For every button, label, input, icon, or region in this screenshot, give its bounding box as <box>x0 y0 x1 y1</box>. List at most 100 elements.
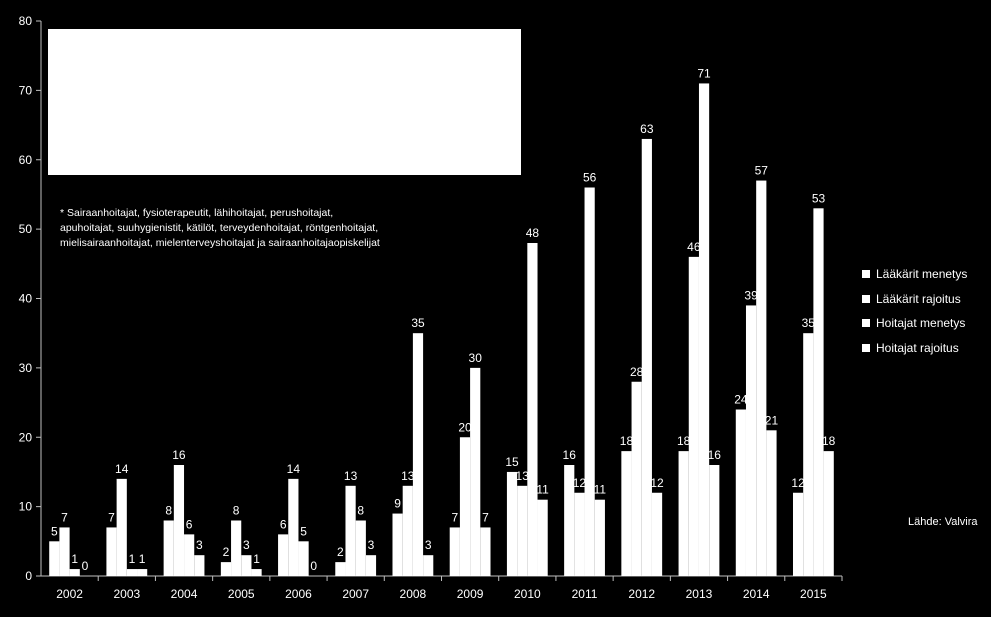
bar <box>678 451 689 576</box>
x-tick-label: 2010 <box>514 587 541 601</box>
x-tick-label: 2012 <box>628 587 655 601</box>
data-label: 8 <box>165 504 172 518</box>
bar <box>594 499 605 576</box>
bar <box>116 478 127 576</box>
x-tick-label: 2015 <box>800 587 827 601</box>
bar <box>335 562 346 576</box>
data-label: 7 <box>451 510 458 524</box>
bar <box>194 555 205 576</box>
y-tick-label: 60 <box>19 153 33 167</box>
data-label: 0 <box>82 559 89 573</box>
bar <box>584 187 595 576</box>
bar <box>59 527 70 576</box>
data-label: 15 <box>505 455 519 469</box>
data-label: 53 <box>812 191 826 205</box>
data-label: 1 <box>129 552 136 566</box>
bar <box>527 243 538 576</box>
legend-swatch <box>862 294 870 303</box>
bar <box>631 381 642 576</box>
x-tick-label: 2002 <box>56 587 83 601</box>
bar <box>106 527 117 576</box>
bar <box>345 485 356 576</box>
y-tick-label: 30 <box>19 361 33 375</box>
legend-swatch <box>862 270 870 279</box>
data-label: 48 <box>526 226 540 240</box>
data-label: 18 <box>677 434 691 448</box>
legend-label: Hoitajat menetys <box>876 316 966 331</box>
y-tick-label: 70 <box>19 83 33 97</box>
bar <box>537 499 548 576</box>
x-tick-label: 2014 <box>743 587 770 601</box>
legend-label: Lääkärit rajoitus <box>876 291 961 306</box>
bar <box>792 492 804 576</box>
data-label: 16 <box>172 448 186 462</box>
y-tick-label: 50 <box>19 222 33 236</box>
x-tick-label: 2003 <box>113 587 140 601</box>
blank-title-box <box>48 29 521 175</box>
bar <box>365 555 377 576</box>
data-label: 3 <box>196 538 203 552</box>
data-label: 63 <box>640 122 654 136</box>
bar <box>449 527 460 576</box>
bar <box>278 534 289 576</box>
source-label: Lähde: Valvira <box>908 516 978 528</box>
data-label: 6 <box>280 517 287 531</box>
data-label: 21 <box>765 413 779 427</box>
bar <box>423 555 434 576</box>
bar <box>231 520 242 576</box>
bar <box>698 83 710 576</box>
data-label: 5 <box>51 524 58 538</box>
bar <box>251 569 262 576</box>
bar <box>813 208 824 576</box>
x-tick-label: 2007 <box>342 587 369 601</box>
data-label: 35 <box>802 316 816 330</box>
data-label: 9 <box>394 497 401 511</box>
bar <box>517 485 528 576</box>
bar <box>709 465 720 576</box>
data-label: 13 <box>516 469 530 483</box>
data-label: 2 <box>337 545 344 559</box>
legend-item: Hoitajat rajoitus <box>862 336 967 361</box>
y-tick-label: 0 <box>25 569 32 583</box>
bar <box>288 478 299 576</box>
data-label: 7 <box>108 510 115 524</box>
legend-swatch <box>862 319 870 328</box>
footnote: * Sairaanhoitajat, fysioterapeutit, lähi… <box>60 207 380 249</box>
data-label: 7 <box>482 510 489 524</box>
data-label: 3 <box>368 538 375 552</box>
data-label: 46 <box>687 240 701 254</box>
data-label: 11 <box>536 483 549 497</box>
bar <box>355 520 366 576</box>
data-label: 30 <box>469 351 483 365</box>
bar <box>745 305 757 576</box>
bar <box>823 451 834 576</box>
data-label: 12 <box>573 476 587 490</box>
legend-label: Hoitajat rajoitus <box>876 340 959 355</box>
legend-item: Lääkärit rajoitus <box>862 287 967 312</box>
legend: Lääkärit menetys Lääkärit rajoitus Hoita… <box>862 262 967 360</box>
data-label: 3 <box>243 538 250 552</box>
data-label: 13 <box>344 469 358 483</box>
bar <box>574 492 585 576</box>
data-label: 3 <box>425 538 432 552</box>
data-label: 20 <box>458 420 472 434</box>
bar <box>470 367 481 576</box>
legend-item: Lääkärit menetys <box>862 262 967 287</box>
x-tick-label: 2009 <box>457 587 484 601</box>
data-label: 57 <box>755 164 769 178</box>
bar <box>412 333 424 576</box>
bar <box>756 180 767 576</box>
bar <box>137 569 148 576</box>
legend-label: Lääkärit menetys <box>876 267 968 282</box>
data-label: 1 <box>139 552 146 566</box>
data-label: 1 <box>71 552 78 566</box>
x-tick-label: 2013 <box>686 587 713 601</box>
x-tick-label: 2005 <box>228 587 255 601</box>
bar <box>402 485 413 576</box>
data-label: 13 <box>401 469 415 483</box>
data-label: 6 <box>186 517 193 531</box>
bar <box>651 492 663 576</box>
bar <box>184 534 195 576</box>
y-tick-label: 40 <box>19 292 33 306</box>
